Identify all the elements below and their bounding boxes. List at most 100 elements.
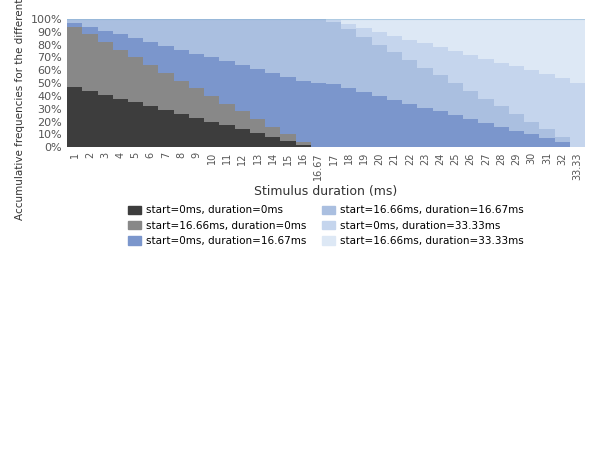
Bar <box>128 58 143 102</box>
Bar <box>494 106 509 127</box>
Bar <box>539 138 554 147</box>
Bar <box>235 111 250 130</box>
Bar <box>372 32 387 45</box>
Bar <box>326 20 341 22</box>
Bar <box>296 142 311 145</box>
Bar <box>173 114 189 147</box>
Bar <box>143 42 158 65</box>
Bar <box>296 81 311 142</box>
Bar <box>433 111 448 147</box>
Bar <box>265 73 280 127</box>
Bar <box>509 130 524 147</box>
Bar <box>158 110 173 147</box>
X-axis label: Stimulus duration (ms): Stimulus duration (ms) <box>254 185 398 198</box>
Bar <box>402 39 418 60</box>
Bar <box>98 19 113 30</box>
Bar <box>341 88 356 147</box>
Legend: start=0ms, duration=0ms, start=16.66ms, duration=0ms, start=0ms, duration=16.67m: start=0ms, duration=0ms, start=16.66ms, … <box>124 201 528 250</box>
Bar <box>158 19 173 46</box>
Bar <box>387 36 402 53</box>
Bar <box>143 19 158 42</box>
Bar <box>220 125 235 147</box>
Bar <box>524 70 539 122</box>
Bar <box>67 23 82 27</box>
Bar <box>235 130 250 147</box>
Bar <box>82 91 98 147</box>
Bar <box>387 19 402 36</box>
Bar <box>356 19 372 28</box>
Bar <box>158 46 173 73</box>
Bar <box>128 38 143 58</box>
Bar <box>173 19 189 50</box>
Bar <box>494 19 509 63</box>
Bar <box>113 99 128 147</box>
Bar <box>448 51 463 83</box>
Bar <box>311 83 326 147</box>
Bar <box>113 19 128 34</box>
Bar <box>356 28 372 37</box>
Bar <box>204 58 220 96</box>
Bar <box>402 104 418 147</box>
Bar <box>143 65 158 106</box>
Bar <box>554 19 570 78</box>
Bar <box>433 76 448 111</box>
Bar <box>265 137 280 147</box>
Bar <box>418 68 433 107</box>
Bar <box>326 84 341 147</box>
Bar <box>539 74 554 130</box>
Bar <box>463 19 478 55</box>
Bar <box>98 95 113 147</box>
Bar <box>280 77 296 135</box>
Bar <box>387 100 402 147</box>
Bar <box>372 45 387 96</box>
Bar <box>341 29 356 88</box>
Bar <box>280 19 296 77</box>
Bar <box>173 81 189 114</box>
Bar <box>494 127 509 147</box>
Bar <box>463 119 478 147</box>
Bar <box>539 130 554 138</box>
Bar <box>341 19 356 24</box>
Bar <box>509 114 524 130</box>
Bar <box>509 67 524 114</box>
Bar <box>356 37 372 92</box>
Bar <box>433 19 448 47</box>
Bar <box>372 19 387 32</box>
Bar <box>220 61 235 104</box>
Bar <box>189 19 204 53</box>
Bar <box>189 118 204 147</box>
Bar <box>418 19 433 43</box>
Bar <box>189 53 204 88</box>
Bar <box>463 55 478 91</box>
Bar <box>250 133 265 147</box>
Bar <box>433 47 448 76</box>
Bar <box>494 63 509 106</box>
Bar <box>387 53 402 100</box>
Y-axis label: Accumulative frequencies for the different scenarios: Accumulative frequencies for the differe… <box>15 0 25 221</box>
Bar <box>554 78 570 137</box>
Bar <box>524 122 539 135</box>
Bar <box>296 145 311 147</box>
Bar <box>478 123 494 147</box>
Bar <box>448 83 463 115</box>
Bar <box>402 19 418 39</box>
Bar <box>98 42 113 95</box>
Bar <box>82 27 98 34</box>
Bar <box>570 83 585 147</box>
Bar <box>189 88 204 118</box>
Bar <box>173 50 189 81</box>
Bar <box>478 19 494 59</box>
Bar <box>372 96 387 147</box>
Bar <box>82 19 98 27</box>
Bar <box>113 34 128 50</box>
Bar <box>82 34 98 91</box>
Bar <box>478 59 494 99</box>
Bar <box>220 19 235 61</box>
Bar <box>204 96 220 122</box>
Bar <box>570 19 585 83</box>
Bar <box>402 60 418 104</box>
Bar <box>158 73 173 110</box>
Bar <box>478 99 494 123</box>
Bar <box>128 102 143 147</box>
Bar <box>67 87 82 147</box>
